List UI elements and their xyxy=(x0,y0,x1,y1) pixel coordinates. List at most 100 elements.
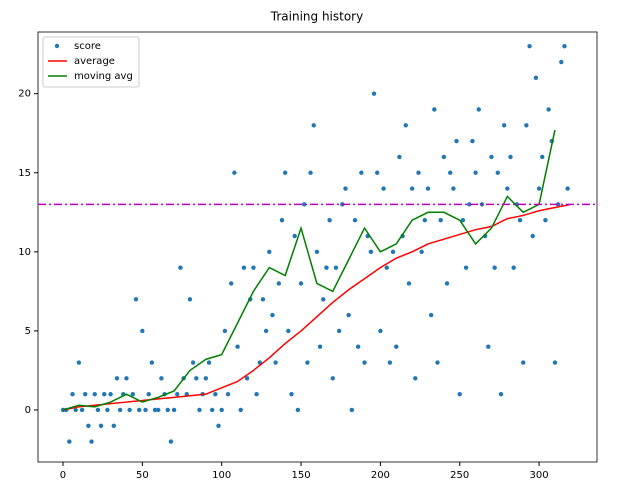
score-point xyxy=(222,328,228,334)
score-point xyxy=(175,391,180,397)
score-point xyxy=(241,265,247,270)
score-point xyxy=(467,202,472,207)
score-point xyxy=(505,186,510,191)
score-point xyxy=(508,154,513,160)
score-point xyxy=(546,107,551,112)
score-point xyxy=(368,249,374,255)
score-point xyxy=(238,407,243,413)
x-tick-label: 0 xyxy=(60,470,66,481)
score-point xyxy=(136,407,142,413)
score-point xyxy=(384,265,389,270)
score-point xyxy=(102,391,107,397)
score-point xyxy=(521,360,526,365)
score-point xyxy=(73,407,78,413)
score-point xyxy=(492,265,497,270)
score-point xyxy=(95,407,101,413)
score-point xyxy=(83,391,88,397)
score-point xyxy=(470,138,475,144)
score-point xyxy=(76,360,82,365)
score-point xyxy=(533,75,539,81)
score-point xyxy=(267,249,272,255)
score-point xyxy=(260,297,266,302)
score-point xyxy=(133,297,139,302)
score-point xyxy=(229,281,234,286)
score-point xyxy=(463,265,469,270)
score-point xyxy=(324,265,329,270)
y-tick-label: 10 xyxy=(18,247,31,258)
score-point xyxy=(428,312,434,318)
score-point xyxy=(149,360,155,365)
score-point xyxy=(536,186,542,191)
score-point xyxy=(194,376,199,381)
score-point xyxy=(454,138,459,144)
plot-frame xyxy=(37,31,598,463)
score-point xyxy=(495,170,501,175)
y-tick-label: 15 xyxy=(18,168,31,179)
score-point xyxy=(203,376,209,381)
score-point xyxy=(565,186,570,191)
score-point xyxy=(105,407,110,413)
score-point xyxy=(321,297,326,302)
series-line xyxy=(62,129,556,411)
score-point xyxy=(79,407,85,413)
score-point xyxy=(146,391,151,397)
score-point xyxy=(403,123,408,128)
score-point xyxy=(86,423,91,428)
score-point xyxy=(460,217,466,223)
legend-label: average xyxy=(74,56,115,67)
score-point xyxy=(422,217,428,223)
score-point xyxy=(486,344,491,349)
score-point xyxy=(444,281,450,286)
score-point xyxy=(159,376,164,381)
score-point xyxy=(517,217,523,223)
score-point xyxy=(555,202,561,207)
score-point xyxy=(178,265,183,270)
score-point xyxy=(292,233,297,239)
score-point xyxy=(67,439,72,444)
score-point xyxy=(127,407,132,413)
score-point xyxy=(394,344,399,349)
score-point xyxy=(511,265,516,270)
score-point xyxy=(273,360,278,365)
score-point xyxy=(406,281,412,286)
score-point xyxy=(438,217,443,223)
y-tick-label: 5 xyxy=(25,326,31,337)
score-point xyxy=(476,107,481,112)
plot-area xyxy=(60,44,571,444)
score-point xyxy=(317,344,323,349)
score-point xyxy=(111,423,116,428)
score-point xyxy=(286,328,291,334)
score-point xyxy=(216,423,221,428)
score-point xyxy=(371,91,377,96)
x-tick-label: 250 xyxy=(450,470,469,481)
score-point xyxy=(540,154,545,160)
score-point xyxy=(298,281,304,286)
score-point xyxy=(124,376,129,381)
score-point xyxy=(282,170,288,175)
score-point xyxy=(190,360,196,365)
score-point xyxy=(108,391,113,397)
legend-box xyxy=(42,36,140,88)
score-point xyxy=(232,170,237,175)
x-tick-label: 150 xyxy=(291,470,310,481)
score-point xyxy=(114,376,120,381)
score-point xyxy=(89,439,94,444)
score-point xyxy=(524,123,529,128)
score-point xyxy=(562,44,567,49)
score-point xyxy=(435,360,440,365)
chart-title: Training history xyxy=(270,10,363,24)
score-point xyxy=(254,391,259,397)
score-point xyxy=(419,249,424,255)
score-point xyxy=(209,407,215,413)
score-point xyxy=(171,407,177,413)
legend-label: score xyxy=(74,41,101,52)
score-point xyxy=(381,186,386,191)
score-point xyxy=(311,123,316,128)
score-point xyxy=(346,312,351,318)
score-point xyxy=(387,360,393,365)
x-tick-label: 50 xyxy=(136,470,149,481)
score-point xyxy=(197,407,202,413)
score-point xyxy=(416,170,421,175)
score-point xyxy=(235,344,240,349)
